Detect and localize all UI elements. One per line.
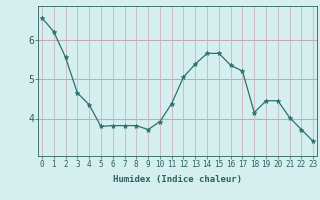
X-axis label: Humidex (Indice chaleur): Humidex (Indice chaleur) <box>113 175 242 184</box>
